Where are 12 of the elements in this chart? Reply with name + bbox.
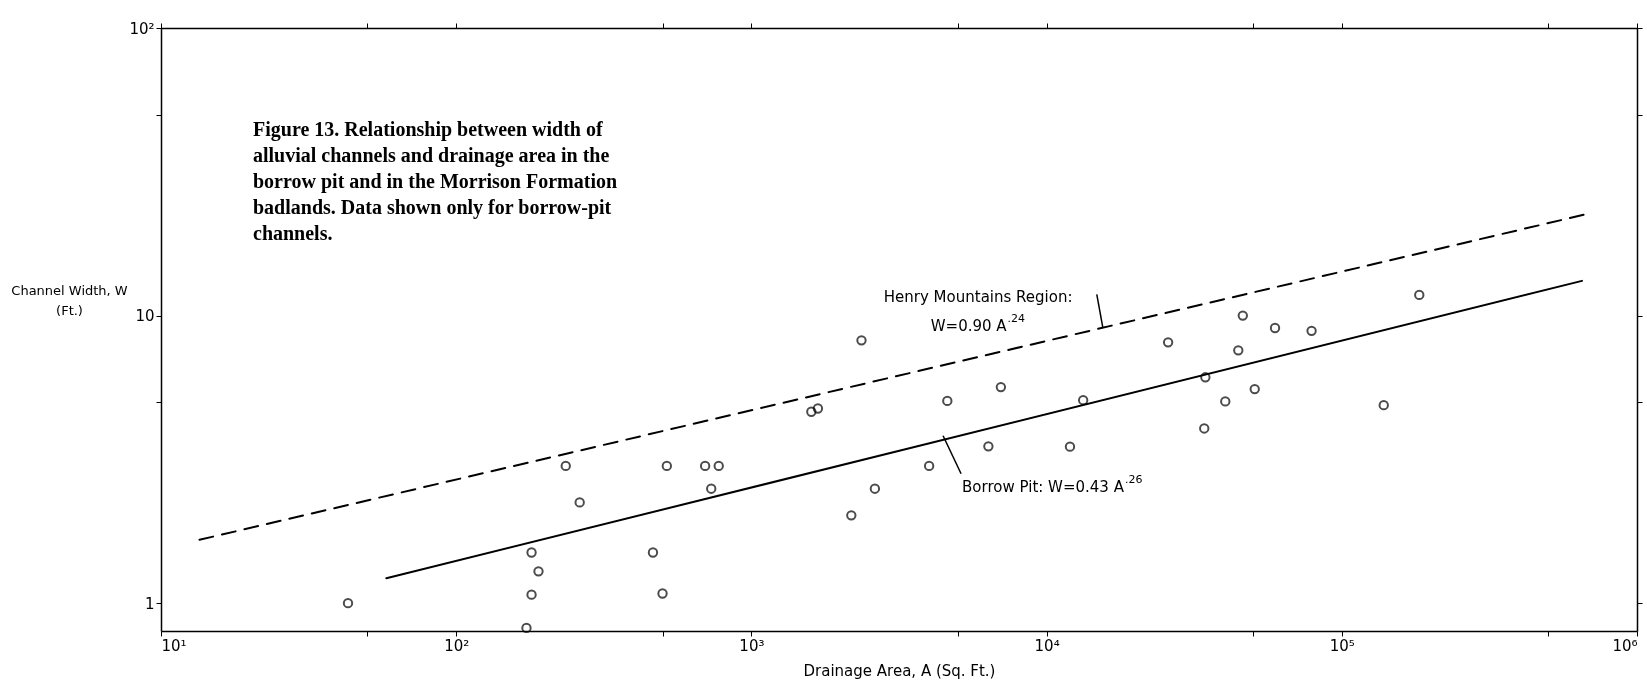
x-tick-label: 10³ [739,636,765,655]
y-axis-title: Channel Width, W (Ft.) [11,282,128,318]
y-tick-label: 10 [135,307,155,326]
y-tick-label: 10² [129,19,155,38]
x-axis-title: Drainage Area, A (Sq. Ft.) [803,661,996,680]
y-tick-label: 1 [144,594,155,613]
text: Figure 13. Relationship between width of alluvial channels and drainage area in the borrow pit and in the Morrison Formation badlands. Data shown only for borrow-pit channels. [253,118,618,244]
x-tick-label: 10² [444,636,470,655]
x-tick-label: 10⁶ [1612,636,1638,655]
x-tick-label: 10⁴ [1034,636,1060,655]
x-tick-label: 10¹ [161,636,187,655]
x-tick-label: 10⁵ [1329,636,1355,655]
